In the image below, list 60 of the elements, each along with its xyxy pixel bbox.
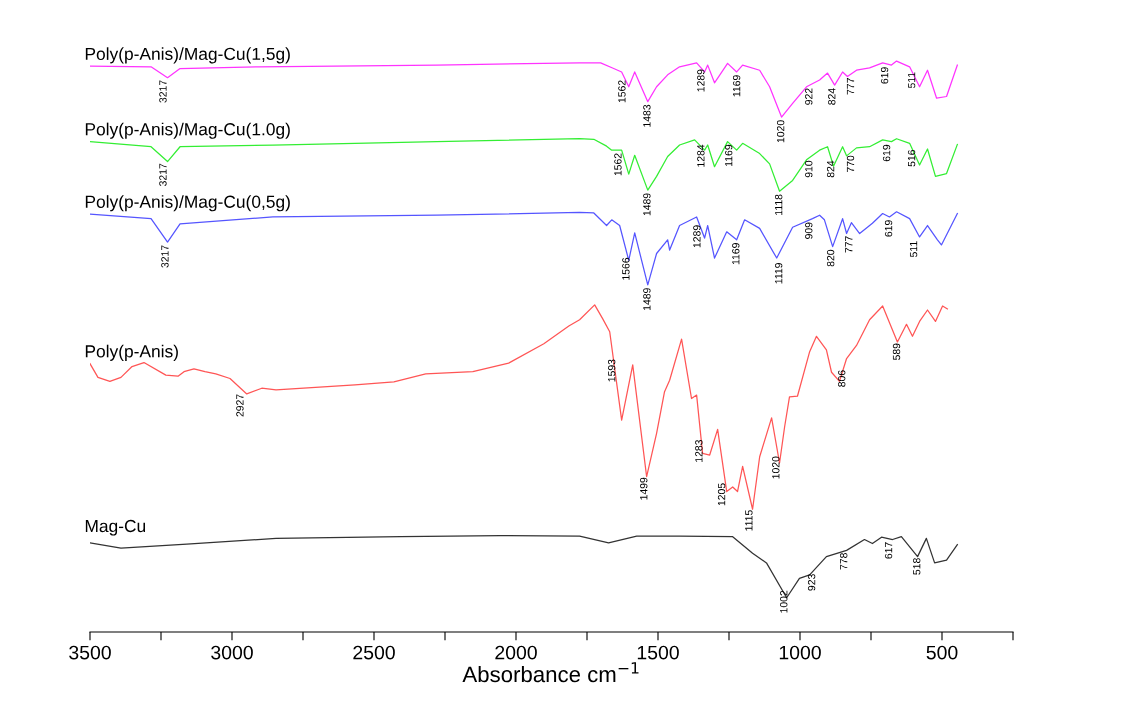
annotation: 518	[913, 558, 921, 575]
annotation: 824	[826, 160, 835, 178]
annotation: 511	[907, 72, 916, 89]
annotation: 778	[840, 553, 848, 570]
x-tick-label: 1000	[779, 645, 821, 660]
annotation: 1002	[780, 590, 788, 613]
annotation: 1118	[774, 194, 783, 215]
annotation: 3217	[159, 163, 167, 186]
annotation: 1289	[697, 69, 705, 92]
annotation: 1169	[732, 75, 741, 97]
annotation: 910	[805, 160, 813, 178]
annotation: 1562	[614, 153, 622, 176]
annotation: 1566	[622, 257, 630, 280]
annotation: 806	[838, 370, 846, 387]
annotation: 1020	[776, 120, 785, 143]
annotation: 820	[826, 249, 835, 267]
annotation: 777	[845, 236, 853, 253]
annotation: 589	[892, 343, 901, 361]
annotation: 619	[880, 67, 889, 84]
annotation: 1205	[717, 483, 726, 506]
annotation: 1283	[695, 439, 703, 462]
x-tick-label: 3500	[69, 645, 111, 660]
annotation: 516	[907, 149, 916, 167]
x-tick-label: 500	[926, 645, 958, 660]
annotation: 619	[882, 144, 891, 162]
x-axis-title: Absorbance cm$^{−1}$	[462, 662, 639, 683]
x-tick-label: 1500	[637, 645, 679, 660]
annotation: 1289	[693, 225, 701, 248]
annotation: 1489	[643, 193, 651, 216]
annotation: 923	[807, 574, 816, 591]
annotation: 1593	[607, 359, 616, 382]
annotation: 2927	[236, 394, 244, 417]
annotation: 922	[805, 88, 813, 105]
annotation: 619	[884, 220, 893, 237]
x-tick-label: 2500	[353, 645, 395, 660]
series-label: Mag-Cu	[85, 519, 146, 536]
series-label: Poly(p-Anis)/Mag-Cu(1.0g)	[85, 122, 290, 139]
annotation: 770	[846, 155, 855, 173]
annotation: 1562	[618, 80, 626, 103]
x-tick-label: 3000	[211, 645, 253, 660]
x-tick-label: 2000	[495, 645, 537, 660]
annotation: 1483	[643, 104, 651, 127]
annotation: 1169	[732, 243, 740, 265]
annotation: 1020	[772, 456, 780, 479]
annotation: 1115	[745, 510, 753, 531]
series-label: Poly(p-Anis)/Mag-Cu(0,5g)	[85, 195, 290, 212]
annotation: 511	[909, 241, 918, 258]
annotation: 1169	[724, 144, 733, 166]
series-label: Poly(p-Anis)/Mag-Cu(1,5g)	[85, 47, 290, 64]
annotation: 3217	[161, 245, 169, 268]
annotation: 3217	[159, 80, 167, 103]
annotation: 909	[805, 222, 813, 239]
series-label: Poly(p-Anis)	[85, 344, 178, 361]
annotation: 617	[884, 542, 893, 559]
annotation: 1489	[643, 288, 651, 311]
annotation: 1499	[640, 477, 648, 500]
annotation: 824	[828, 88, 836, 105]
annotation: 1119	[774, 263, 783, 284]
annotation: 777	[846, 78, 855, 95]
annotation: 1284	[697, 144, 705, 167]
